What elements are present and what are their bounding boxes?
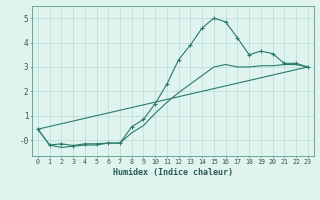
X-axis label: Humidex (Indice chaleur): Humidex (Indice chaleur) bbox=[113, 168, 233, 177]
